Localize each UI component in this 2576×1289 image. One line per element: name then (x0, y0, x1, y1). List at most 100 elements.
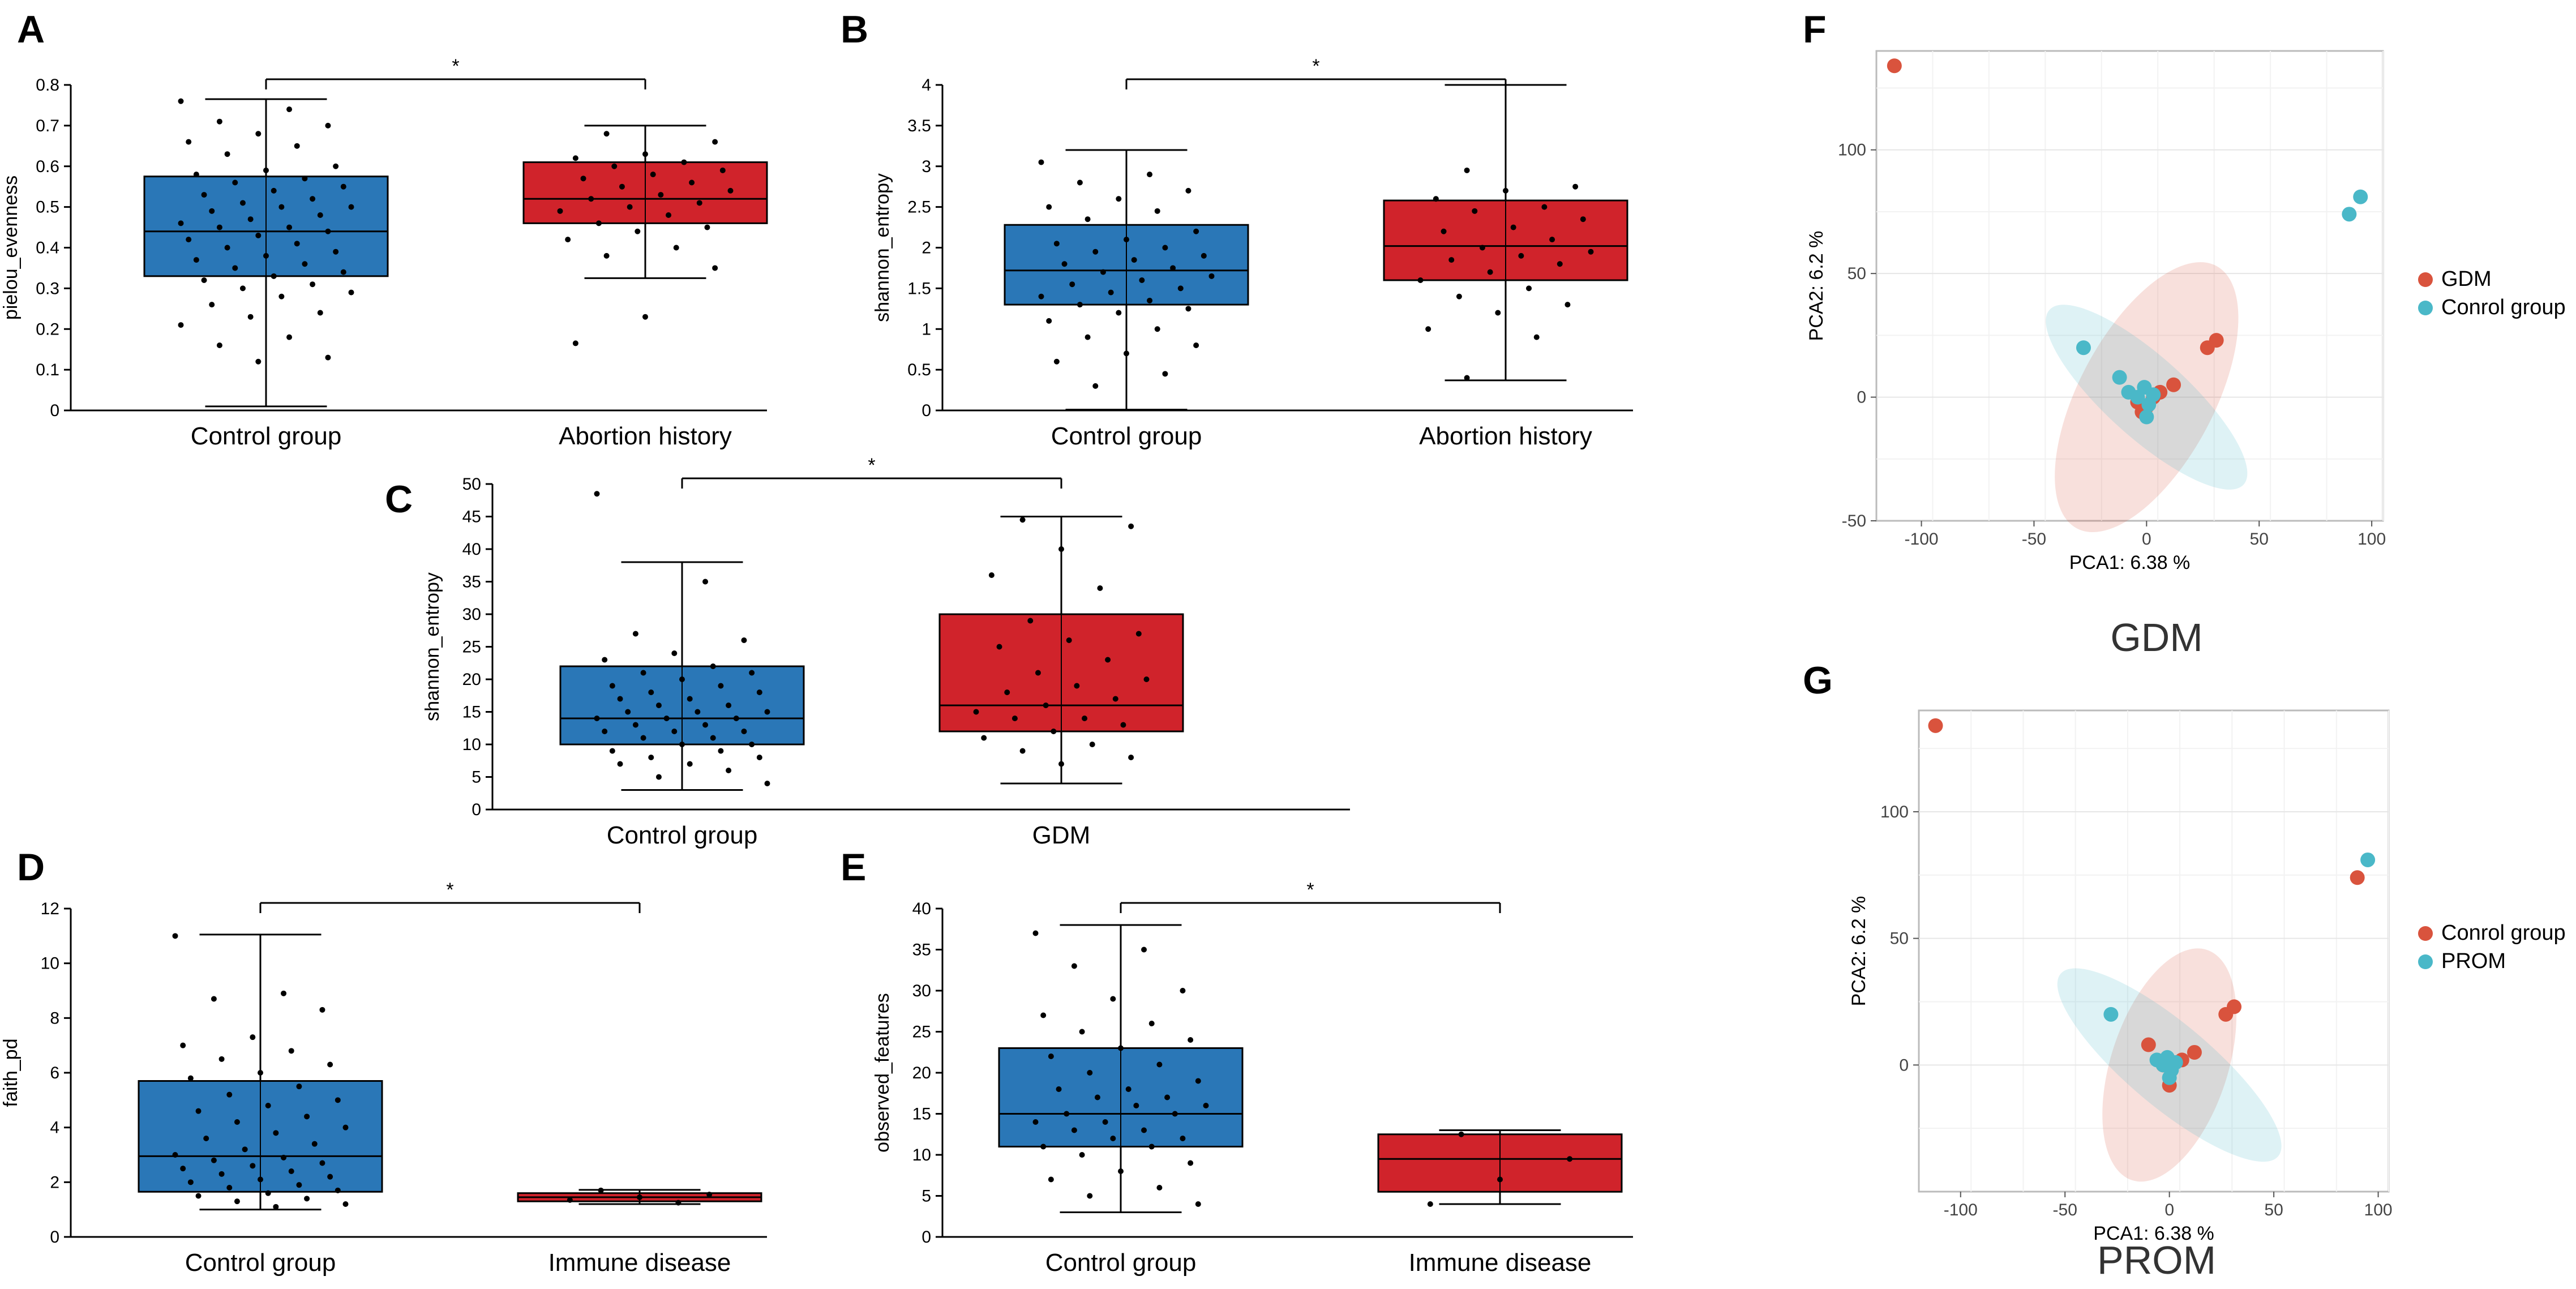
data-point (1079, 1029, 1085, 1035)
data-point (1433, 196, 1439, 202)
data-point (557, 208, 563, 214)
data-point (679, 676, 685, 682)
y-tick-label: 10 (912, 1146, 931, 1164)
data-point (255, 131, 262, 137)
y-tick-label: 0.4 (36, 239, 59, 258)
data-point (1497, 1176, 1503, 1183)
data-point (1102, 1119, 1108, 1125)
data-point (1188, 1037, 1194, 1043)
x-axis-label: PCA1: 6.38 % (2069, 552, 2191, 573)
data-point (242, 1146, 248, 1153)
data-point (1580, 216, 1586, 222)
data-point (1046, 204, 1052, 210)
data-point (1035, 670, 1041, 676)
data-point (749, 742, 755, 747)
legend-label: Conrol group (2441, 296, 2566, 319)
data-point (319, 1160, 325, 1166)
data-point (216, 118, 222, 125)
data-point (271, 187, 277, 194)
y-tick-label: 0.1 (36, 361, 59, 379)
data-point (602, 729, 608, 734)
data-point (632, 722, 638, 728)
data-point (756, 755, 762, 760)
data-point (193, 257, 199, 263)
data-point (304, 1114, 310, 1120)
data-point (187, 1075, 194, 1081)
panel-E: E 0 5 10 15 20 25 30 35 40 observed_features Contro… (841, 846, 1633, 1277)
data-point (1082, 716, 1088, 721)
data-point (1510, 224, 1516, 230)
data-point (211, 1157, 217, 1163)
panel-label-G: G (1803, 659, 1833, 702)
y-tick-label: 4 (921, 76, 931, 95)
y-tick-label: 5 (921, 1187, 931, 1206)
scatter-point (2103, 1007, 2119, 1022)
data-point (234, 1198, 240, 1205)
panel-label-F: F (1803, 8, 1827, 51)
y-tick-label: 100 (1838, 141, 1866, 160)
x-category-label: GDM (1032, 821, 1091, 849)
data-point (702, 722, 709, 728)
panel-F: F -100 -50 0 50 100 -50 0 50 100 PCA1: 6.38 % PCA2:… (1803, 8, 2566, 660)
data-point (1464, 167, 1470, 173)
scatter-point (2350, 870, 2365, 885)
data-point (1040, 1144, 1047, 1150)
data-point (756, 690, 762, 695)
data-point (1058, 761, 1064, 767)
data-point (348, 204, 354, 210)
panel-label-A: A (17, 8, 45, 51)
data-point (1004, 690, 1010, 695)
data-point (1201, 252, 1207, 259)
data-point (239, 200, 246, 206)
data-point (1071, 963, 1077, 969)
data-point (1032, 1119, 1039, 1125)
data-point (673, 245, 679, 251)
scatter-point (2159, 1050, 2175, 1065)
y-tick-label: 6 (50, 1064, 59, 1082)
y-tick-label: 0 (1857, 388, 1866, 407)
y-axis-label: PCA2: 6.2 % (1848, 896, 1870, 1007)
data-point (1108, 289, 1114, 296)
panel-A: A 0 0.1 0.2 0.3 0.4 0.5 0.6 0.7 0.8 pielou_evennes… (0, 8, 768, 450)
y-tick-label: 2 (50, 1173, 59, 1192)
data-point (1154, 326, 1160, 332)
data-point (609, 683, 615, 689)
data-point (1208, 273, 1215, 279)
y-tick-label: 0.2 (36, 320, 59, 339)
data-point (1441, 228, 1447, 234)
data-point (598, 1187, 604, 1193)
data-point (333, 249, 339, 255)
data-point (340, 183, 346, 190)
scatter-point (2112, 370, 2127, 385)
scatter-point (2137, 380, 2152, 395)
data-point (1139, 277, 1145, 283)
scatter-point (2141, 1037, 2156, 1052)
data-point (719, 167, 726, 173)
data-point (1172, 1111, 1178, 1117)
data-point (580, 175, 586, 182)
data-point (296, 1182, 302, 1188)
data-point (1188, 1160, 1194, 1166)
data-point (635, 228, 641, 234)
y-tick-label: 50 (1848, 264, 1866, 283)
data-point (1131, 257, 1137, 263)
y-tick-label: 50 (1890, 930, 1909, 948)
data-point (764, 709, 770, 715)
data-point (325, 122, 331, 129)
data-point (1053, 358, 1060, 365)
data-point (642, 314, 648, 320)
data-point (726, 768, 732, 773)
data-point (258, 1176, 263, 1183)
data-point (178, 220, 184, 226)
data-point (1019, 517, 1026, 523)
data-point (1549, 237, 1555, 243)
y-axis-label: shannon_entropy (422, 572, 443, 721)
data-point (1085, 216, 1091, 222)
data-point (224, 245, 230, 251)
x-category-label: Abortion history (559, 422, 732, 450)
data-point (1089, 742, 1095, 747)
data-point (317, 310, 323, 316)
x-tick-label: -100 (1905, 530, 1939, 549)
box-group: Control group (143, 98, 389, 450)
y-tick-label: 5 (472, 768, 481, 787)
